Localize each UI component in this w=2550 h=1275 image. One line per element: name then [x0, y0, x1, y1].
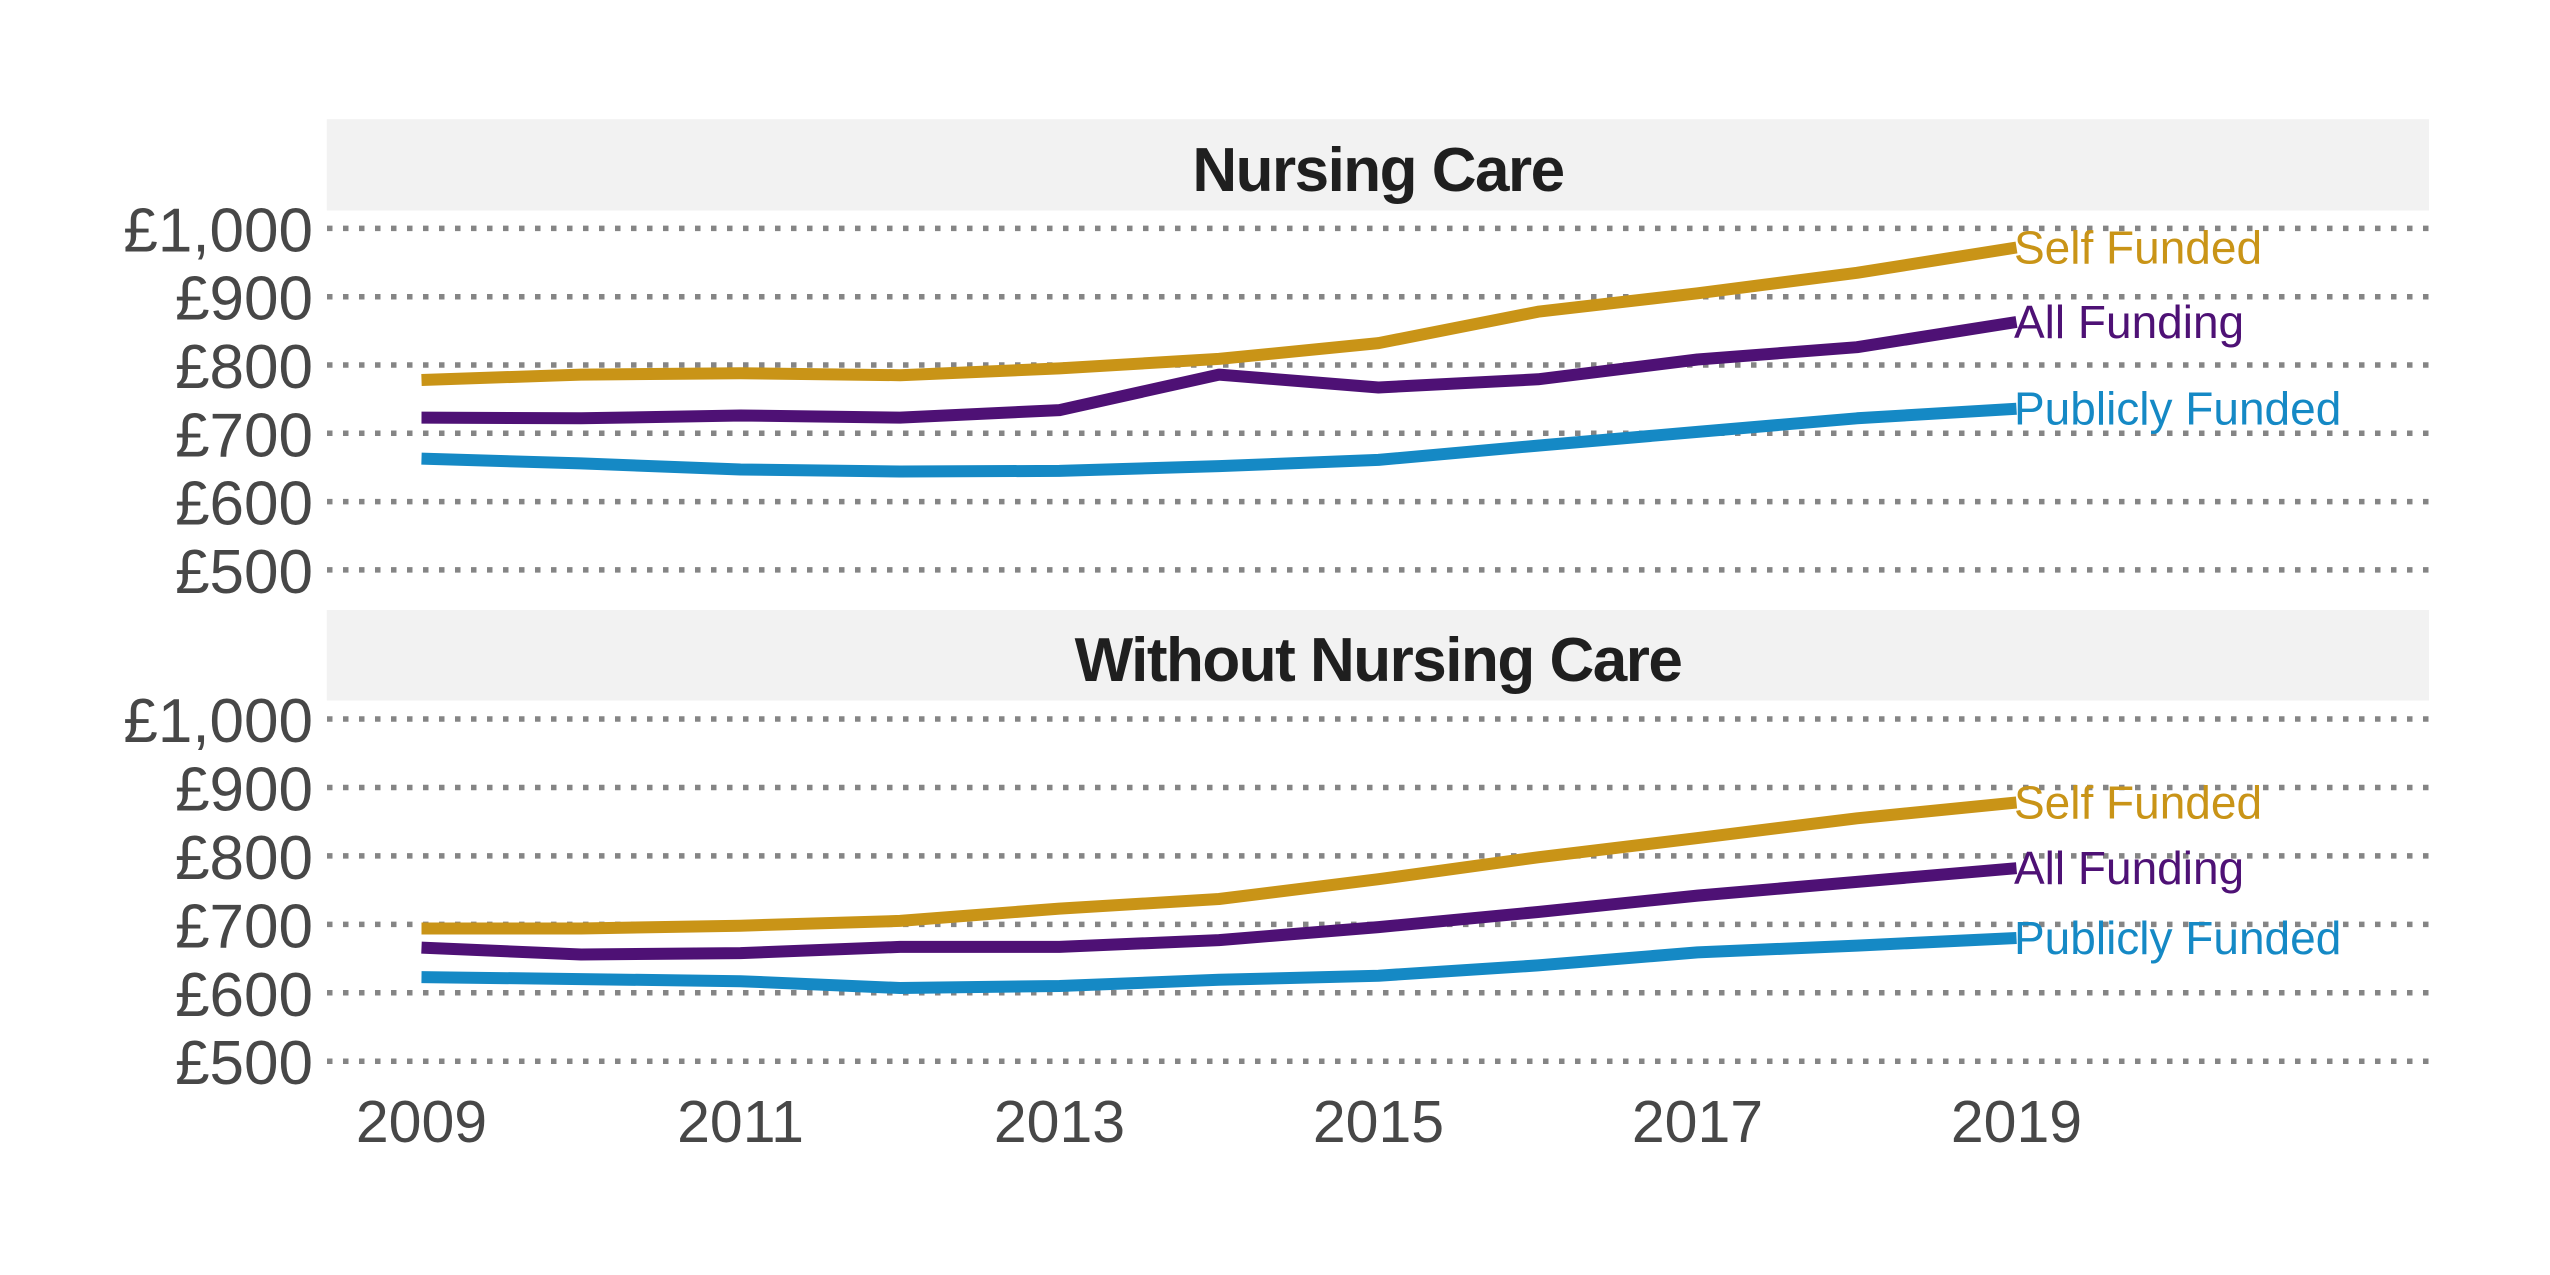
svg-text:£800: £800 — [175, 333, 313, 402]
svg-text:£600: £600 — [175, 470, 313, 539]
svg-text:2019: 2019 — [1951, 1089, 2082, 1155]
svg-text:Without Nursing Care: Without Nursing Care — [1075, 626, 1682, 695]
svg-text:All Funding: All Funding — [2014, 296, 2244, 348]
svg-text:£900: £900 — [175, 265, 313, 334]
svg-text:2011: 2011 — [677, 1089, 804, 1155]
svg-text:£700: £700 — [175, 401, 313, 470]
svg-text:2015: 2015 — [1313, 1089, 1444, 1155]
svg-text:£600: £600 — [175, 961, 313, 1030]
svg-text:£500: £500 — [175, 1029, 313, 1098]
svg-text:Publicly Funded: Publicly Funded — [2014, 383, 2341, 435]
svg-text:Publicly Funded: Publicly Funded — [2014, 912, 2341, 964]
svg-text:2009: 2009 — [356, 1089, 487, 1155]
svg-text:2017: 2017 — [1632, 1089, 1763, 1155]
svg-text:Nursing Care: Nursing Care — [1192, 136, 1563, 205]
svg-text:£800: £800 — [175, 824, 313, 893]
svg-text:£1,000: £1,000 — [123, 687, 313, 756]
svg-text:Self Funded: Self Funded — [2014, 777, 2262, 829]
svg-text:Self Funded: Self Funded — [2014, 222, 2262, 274]
svg-text:£900: £900 — [175, 756, 313, 825]
svg-text:2013: 2013 — [994, 1089, 1125, 1155]
svg-text:All Funding: All Funding — [2014, 842, 2244, 894]
svg-text:£1,000: £1,000 — [123, 196, 313, 265]
svg-text:£700: £700 — [175, 892, 313, 961]
svg-text:£500: £500 — [175, 538, 313, 607]
